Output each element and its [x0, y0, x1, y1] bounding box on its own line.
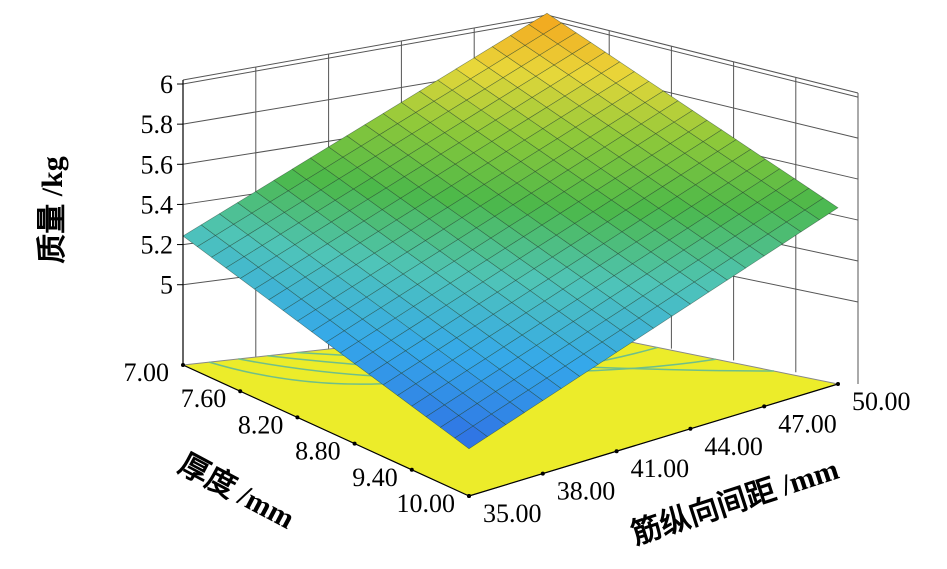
x-tick-mark: [467, 494, 471, 498]
y-axis-line: [182, 364, 470, 497]
surface-cell: [804, 197, 839, 221]
z-tick-label: 5.6: [141, 150, 174, 179]
y-tick-label: 10.00: [397, 489, 456, 518]
x-tick-label: 35.00: [483, 499, 542, 528]
x-tick-label: 44.00: [704, 432, 763, 461]
y-tick-mark: [181, 363, 185, 367]
y-tick-mark: [409, 467, 414, 472]
y-tick-label: 8.20: [238, 410, 284, 439]
axes: [182, 80, 839, 497]
y-tick-label: 7.00: [124, 358, 170, 387]
z-tick-label: 5.8: [141, 110, 174, 139]
y-tick-mark: [352, 441, 357, 446]
z-tick-label: 5: [160, 271, 173, 300]
x-tick-mark: [540, 471, 545, 476]
x-axis-line: [468, 383, 839, 497]
z-axis-title: 质量 /kg: [36, 156, 69, 264]
y-tick-label: 8.80: [295, 437, 341, 466]
x-tick-label: 41.00: [631, 454, 690, 483]
y-tick-mark: [295, 415, 300, 420]
z-tick-label: 5.4: [141, 190, 174, 219]
x-tick-label: 47.00: [778, 409, 837, 438]
z-tick-label: 6: [160, 70, 173, 99]
x-tick-label: 38.00: [557, 477, 616, 506]
x-tick-mark: [688, 426, 693, 431]
x-tick-mark: [836, 382, 840, 386]
y-tick-mark: [238, 389, 243, 394]
y-axis-title: 厚度 /mm: [173, 448, 300, 536]
x-tick-label: 50.00: [852, 387, 911, 416]
y-tick-label: 7.60: [181, 384, 227, 413]
y-tick-label: 9.40: [352, 463, 398, 492]
x-tick-mark: [762, 404, 767, 409]
z-tick-label: 5.2: [141, 231, 174, 260]
response-surface: [182, 12, 839, 450]
x-tick-mark: [614, 449, 619, 454]
